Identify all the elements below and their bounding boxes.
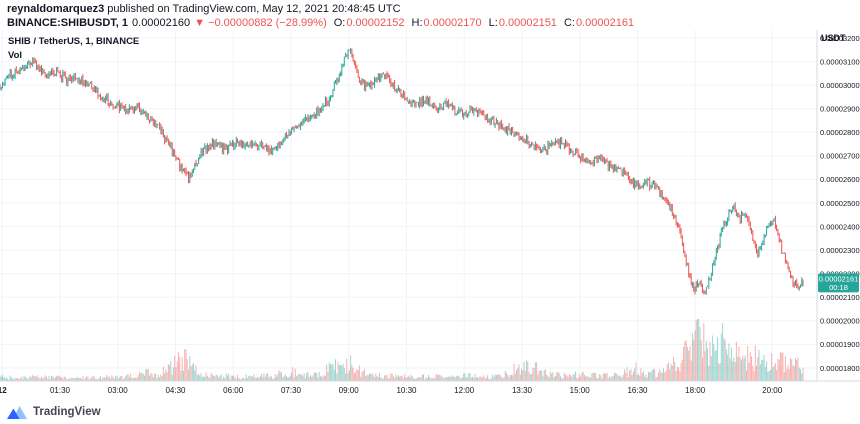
price-tick-label: 0.00002700 (820, 152, 860, 161)
price-tick-label: 0.00002100 (820, 293, 860, 302)
time-tick-label: 16:30 (627, 386, 648, 395)
symbol-name[interactable]: BINANCE:SHIBUSDT, 1 (7, 16, 129, 29)
high-label: H: (411, 16, 423, 29)
time-tick-label: 04:30 (165, 386, 186, 395)
price-change: ▼ −0.00000882 (−28.99%) (194, 16, 327, 29)
time-tick-label: 01:30 (50, 386, 71, 395)
last-price: 0.00002160 (132, 16, 191, 29)
tradingview-logo-icon[interactable] (7, 404, 28, 419)
time-tick-label: 03:00 (108, 386, 129, 395)
badge-price-text: 0.00002161 (819, 274, 859, 283)
header-bar: reynaldomarquez3 published on TradingView… (0, 0, 860, 30)
time-axis[interactable]: 12 01:30 03:00 04:30 06:00 07:30 09:00 10:30 12:… (0, 386, 783, 395)
price-tick-label: 0.00001800 (820, 364, 860, 373)
time-tick-label: 20:00 (762, 386, 783, 395)
price-tick-label: 0.00001900 (820, 340, 860, 349)
legend-volume-label[interactable]: Vol (8, 49, 23, 61)
time-tick-label: 13:30 (512, 386, 533, 395)
time-tick-label: 10:30 (396, 386, 417, 395)
axis-currency-label: USDT (821, 33, 846, 43)
price-tick-label: 0.00003100 (820, 57, 860, 66)
price-tick-label: 0.00003200 (820, 34, 860, 43)
tradingview-brand-text[interactable]: TradingView (33, 405, 101, 418)
open-label: O: (333, 16, 346, 29)
axis-border (0, 30, 860, 382)
time-tick-label: 07:30 (281, 386, 302, 395)
candles-down (0, 48, 804, 295)
price-tick-label: 0.00002300 (820, 246, 860, 255)
chart-legend: SHIB / TetherUS, 1, BINANCE Vol (8, 35, 139, 62)
time-tick-label: 15:00 (570, 386, 591, 395)
candles-up (0, 48, 803, 295)
price-tick-label: 0.00002500 (820, 199, 860, 208)
price-tick-label: 0.00002400 (820, 222, 860, 231)
price-tick-label: 0.00002000 (820, 317, 860, 326)
price-tick-label: 0.00002900 (820, 105, 860, 114)
time-tick-label: 12 (0, 386, 7, 395)
low-value: 0.00002151 (498, 16, 557, 29)
time-tick-label: 18:00 (685, 386, 706, 395)
badge-countdown-text: 00:18 (829, 283, 848, 292)
published-text: published on TradingView.com, May 12, 20… (107, 3, 401, 15)
price-tick-label: 0.00002600 (820, 175, 860, 184)
low-label: L: (488, 16, 498, 29)
footer: TradingView (7, 404, 101, 419)
time-tick-label: 12:00 (454, 386, 475, 395)
close-label: C: (563, 16, 575, 29)
high-value: 0.00002170 (423, 16, 482, 29)
volume-bars-down (0, 319, 804, 381)
time-tick-label: 06:00 (223, 386, 244, 395)
close-value: 0.00002161 (575, 16, 635, 29)
legend-symbol-title[interactable]: SHIB / TetherUS, 1, BINANCE (8, 36, 140, 47)
price-tick-label: 0.00002800 (820, 128, 860, 137)
open-value: 0.00002152 (346, 16, 405, 29)
price-tick-label: 0.00003000 (820, 81, 860, 90)
time-tick-label: 09:00 (339, 386, 360, 395)
volume-bars-up (0, 319, 803, 381)
author-username[interactable]: reynaldomarquez3 (7, 3, 105, 15)
grid-lines (0, 30, 817, 381)
